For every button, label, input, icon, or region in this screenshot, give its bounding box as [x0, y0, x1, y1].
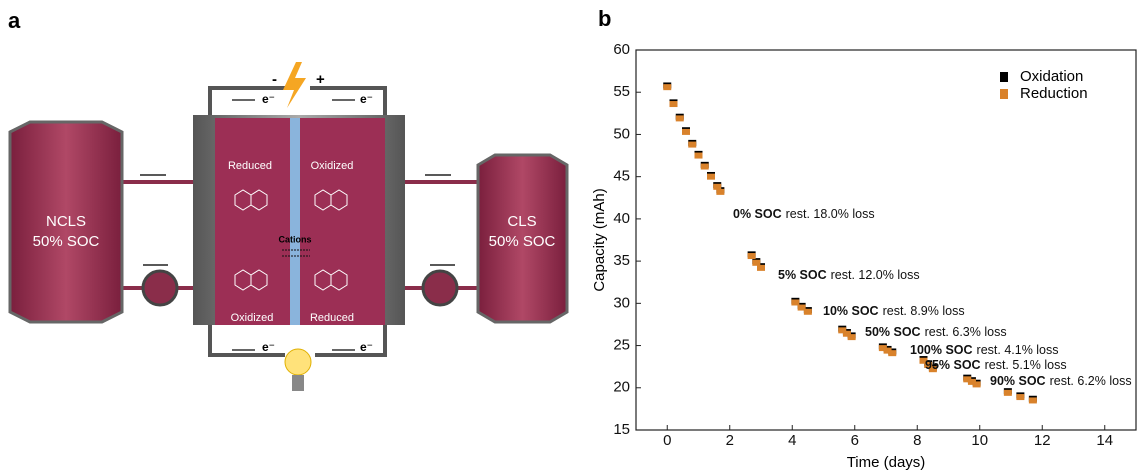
electron-label: e⁻	[262, 92, 275, 106]
annotation-soc: 50% SOC	[865, 325, 921, 339]
tank-label: 50% SOC	[489, 233, 556, 250]
point	[663, 84, 671, 90]
annotation: 0% SOC rest. 18.0% loss	[733, 207, 875, 221]
x-tick-label: 8	[913, 432, 921, 449]
wire	[210, 88, 385, 115]
legend-label: Oxidation	[1020, 68, 1083, 85]
legend-label: Reduction	[1020, 85, 1088, 102]
point	[1016, 394, 1024, 400]
y-tick-label: 15	[613, 421, 630, 438]
point	[676, 115, 684, 121]
annotation: 90% SOC rest. 6.2% loss	[990, 374, 1132, 388]
point	[804, 309, 812, 315]
point	[707, 174, 715, 180]
annotation: 100% SOC rest. 4.1% loss	[910, 343, 1059, 357]
y-tick-label: 30	[613, 294, 630, 311]
y-tick-label: 25	[613, 337, 630, 354]
point	[757, 265, 765, 271]
x-tick-label: 0	[663, 432, 671, 449]
point	[1004, 390, 1012, 396]
plot-frame	[636, 50, 1136, 430]
state-label: Reduced	[228, 160, 272, 172]
annotation: 50% SOC rest. 6.3% loss	[865, 325, 1007, 339]
panel-a: a - + e⁻ e⁻ e⁻ e⁻ NCLS 50% SOC CLS 50% S…	[8, 8, 567, 391]
annotation-loss: rest. 18.0% loss	[786, 207, 875, 221]
legend-marker	[1000, 72, 1008, 82]
point	[848, 334, 856, 340]
membrane-label: Cations	[278, 234, 311, 244]
point	[748, 253, 756, 259]
electron-label: e⁻	[360, 340, 373, 354]
panel-label: b	[598, 6, 611, 31]
panel-b: b Time (days) Capacity (mAh) 0 2 4 6 8 10 12 14…	[591, 6, 1136, 471]
x-axis-title: Time (days)	[847, 454, 926, 471]
annotation-loss: rest. 12.0% loss	[831, 268, 920, 282]
tank-label: NCLS	[46, 213, 86, 230]
x-tick-label: 14	[1096, 432, 1113, 449]
minus-label: -	[272, 71, 277, 88]
plus-label: +	[316, 71, 325, 88]
point	[670, 101, 678, 107]
annotation-loss: rest. 8.9% loss	[883, 304, 965, 318]
panel-label: a	[8, 8, 21, 33]
electron-label: e⁻	[360, 92, 373, 106]
pump	[423, 271, 457, 305]
annotation: 5% SOC rest. 12.0% loss	[778, 268, 920, 282]
annotation-loss: rest. 6.3% loss	[925, 325, 1007, 339]
point	[682, 129, 690, 135]
membrane	[290, 118, 300, 325]
x-tick-label: 6	[851, 432, 859, 449]
y-tick-label: 50	[613, 125, 630, 142]
tank-label: CLS	[507, 213, 536, 230]
state-label: Reduced	[310, 312, 354, 324]
state-label: Oxidized	[311, 160, 354, 172]
lightning	[283, 62, 306, 108]
y-tick-label: 35	[613, 252, 630, 269]
point	[888, 350, 896, 356]
annotation-soc: 100% SOC	[910, 343, 973, 357]
annotation: 10% SOC rest. 8.9% loss	[823, 304, 965, 318]
x-tick-label: 4	[788, 432, 796, 449]
point	[973, 381, 981, 387]
point	[1029, 397, 1037, 403]
annotation: 95% SOC rest. 5.1% loss	[925, 358, 1067, 372]
y-tick-label: 20	[613, 379, 630, 396]
y-tick-label: 60	[613, 41, 630, 58]
bulb	[285, 349, 311, 375]
point	[701, 164, 709, 170]
point	[716, 189, 724, 195]
point	[695, 153, 703, 159]
bulb-base	[292, 375, 304, 391]
point	[688, 142, 696, 148]
state-label: Oxidized	[231, 312, 274, 324]
electron-label: e⁻	[262, 340, 275, 354]
annotation-soc: 90% SOC	[990, 374, 1046, 388]
annotation-soc: 5% SOC	[778, 268, 827, 282]
annotation-loss: rest. 4.1% loss	[977, 343, 1059, 357]
annotation-loss: rest. 5.1% loss	[985, 358, 1067, 372]
annotation-loss: rest. 6.2% loss	[1050, 374, 1132, 388]
pump	[143, 271, 177, 305]
figure: a - + e⁻ e⁻ e⁻ e⁻ NCLS 50% SOC CLS 50% S…	[0, 0, 1142, 472]
y-tick-label: 45	[613, 168, 630, 185]
legend-marker	[1000, 89, 1008, 99]
x-tick-label: 2	[726, 432, 734, 449]
x-tick-label: 12	[1034, 432, 1051, 449]
x-tick-label: 10	[971, 432, 988, 449]
annotation-soc: 0% SOC	[733, 207, 782, 221]
annotation-soc: 95% SOC	[925, 358, 981, 372]
y-axis-title: Capacity (mAh)	[591, 188, 608, 291]
y-tick-label: 55	[613, 83, 630, 100]
tank-label: 50% SOC	[33, 233, 100, 250]
annotation-soc: 10% SOC	[823, 304, 879, 318]
y-tick-label: 40	[613, 210, 630, 227]
